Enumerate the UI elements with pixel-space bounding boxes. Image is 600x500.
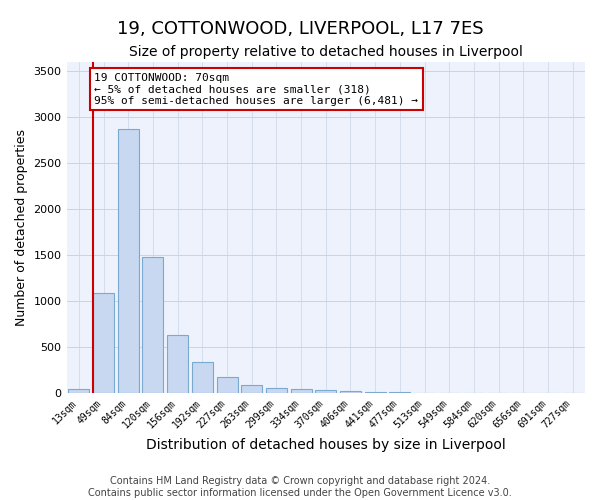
Bar [389, 392, 410, 394]
Bar [93, 294, 114, 394]
Bar [266, 388, 287, 394]
Bar [290, 389, 311, 394]
Bar [142, 257, 163, 394]
Bar [241, 384, 262, 394]
Bar [68, 388, 89, 394]
X-axis label: Distribution of detached houses by size in Liverpool: Distribution of detached houses by size … [146, 438, 506, 452]
Bar [340, 391, 361, 394]
Bar [315, 390, 336, 394]
Text: 19, COTTONWOOD, LIVERPOOL, L17 7ES: 19, COTTONWOOD, LIVERPOOL, L17 7ES [116, 20, 484, 38]
Bar [192, 362, 213, 394]
Title: Size of property relative to detached houses in Liverpool: Size of property relative to detached ho… [129, 45, 523, 59]
Bar [365, 392, 386, 394]
Bar [118, 129, 139, 394]
Bar [217, 377, 238, 394]
Text: Contains HM Land Registry data © Crown copyright and database right 2024.
Contai: Contains HM Land Registry data © Crown c… [88, 476, 512, 498]
Text: 19 COTTONWOOD: 70sqm
← 5% of detached houses are smaller (318)
95% of semi-detac: 19 COTTONWOOD: 70sqm ← 5% of detached ho… [94, 72, 418, 106]
Bar [167, 336, 188, 394]
Y-axis label: Number of detached properties: Number of detached properties [15, 129, 28, 326]
